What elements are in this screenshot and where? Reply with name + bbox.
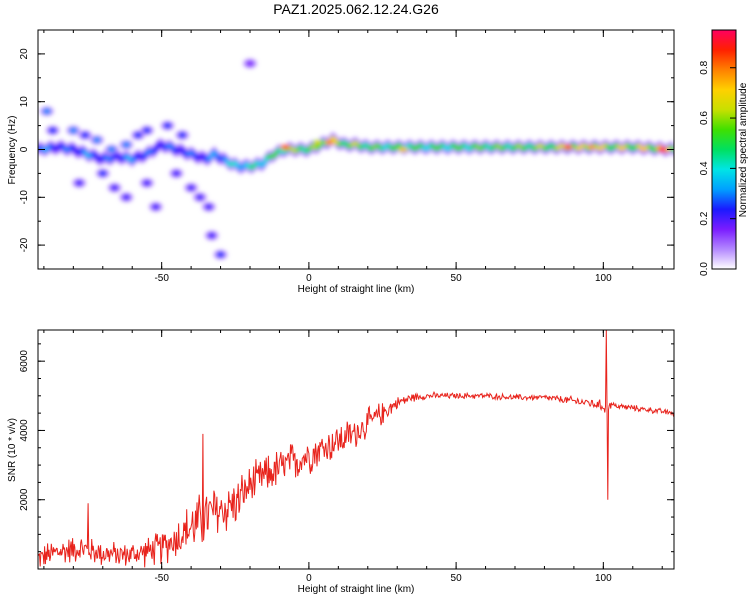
snr-panel: -50 0 50 100 2000 4000 6000 Height of straigh… xyxy=(7,329,675,595)
blob-core xyxy=(42,108,51,115)
x-tick-label: 50 xyxy=(451,273,463,284)
blob-core xyxy=(246,60,254,67)
blob-core xyxy=(163,122,172,129)
y-tick-label: -10 xyxy=(19,190,30,205)
x-tick-label: 0 xyxy=(306,573,312,584)
x-tick-label: 50 xyxy=(451,573,463,584)
spectrogram-y-ticks: 20 10 0 -10 -20 xyxy=(19,29,674,270)
snr-y-label: SNR (10 * v/v) xyxy=(7,418,18,482)
colorbar-tick-label: 0.6 xyxy=(699,111,710,125)
blob-core xyxy=(122,141,131,148)
x-tick-label: 100 xyxy=(595,573,612,584)
colorbar-label: Normalized spectral amplitude xyxy=(738,82,749,217)
colorbar-ticks: 0.0 0.2 0.4 0.6 0.8 xyxy=(699,60,736,276)
x-tick-label: -50 xyxy=(154,273,169,284)
snr-x-ticks: -50 0 50 100 xyxy=(43,330,663,584)
spectrogram-x-ticks: -50 0 50 100 xyxy=(43,30,663,284)
blob-core xyxy=(122,194,131,201)
blob-core xyxy=(204,203,213,210)
snr-plot-area xyxy=(38,330,674,569)
chart-title: PAZ1.2025.062.12.24.G26 xyxy=(273,1,439,17)
spectrogram-y-label: Frequency (Hz) xyxy=(7,116,18,185)
colorbar-tick-label: 0.2 xyxy=(699,211,710,225)
ridge-mark xyxy=(671,147,674,153)
y-tick-label: 20 xyxy=(19,48,30,60)
colorbar: 0.0 0.2 0.4 0.6 0.8 Normalized spectral ampl… xyxy=(699,29,749,276)
x-tick-label: 100 xyxy=(595,273,612,284)
blob-core xyxy=(151,203,160,210)
snr-x-label: Height of straight line (km) xyxy=(298,584,415,595)
y-tick-label: 0 xyxy=(19,146,30,152)
y-tick-label: 2000 xyxy=(19,488,30,511)
ridge-mark xyxy=(153,146,159,152)
hotspot xyxy=(400,147,407,152)
snr-frame xyxy=(37,329,675,570)
blob-core xyxy=(195,194,204,201)
y-tick-label: 4000 xyxy=(19,419,30,442)
blob-core xyxy=(107,146,116,153)
hotspot xyxy=(659,147,666,152)
colorbar-tick-label: 0.4 xyxy=(699,161,710,175)
y-tick-label: 6000 xyxy=(19,350,30,373)
hotspot xyxy=(314,140,321,144)
blob-core xyxy=(207,232,216,239)
colorbar-tick-label: 0.0 xyxy=(699,262,710,276)
y-tick-label: -20 xyxy=(19,237,30,252)
colorbar-tick-label: 0.8 xyxy=(699,60,710,74)
x-tick-label: 0 xyxy=(306,273,312,284)
blob-core xyxy=(172,170,181,177)
snr-line xyxy=(38,330,674,568)
blob-core xyxy=(92,136,101,143)
snr-y-ticks: 2000 4000 6000 xyxy=(19,343,674,570)
blob-core xyxy=(142,179,151,186)
hotspot xyxy=(326,140,333,144)
hotspot xyxy=(282,145,289,149)
blob-core xyxy=(178,132,187,139)
spectrogram-x-label: Height of straight line (km) xyxy=(298,284,415,295)
blob-core xyxy=(69,127,78,134)
x-tick-label: -50 xyxy=(154,573,169,584)
ridge-mark xyxy=(261,160,267,166)
blob-core xyxy=(75,179,84,186)
blob-core xyxy=(98,170,107,177)
blob-core xyxy=(48,127,57,134)
colorbar-bar xyxy=(711,29,737,270)
hotspot xyxy=(565,145,571,149)
blob-core xyxy=(142,127,151,134)
blob-core xyxy=(81,132,90,139)
hotspot xyxy=(588,145,595,149)
blob-core xyxy=(216,251,225,258)
spectrogram-heatmap xyxy=(38,58,674,260)
blob-core xyxy=(110,184,119,191)
blob-core xyxy=(187,184,196,191)
blob-core xyxy=(134,132,143,139)
y-tick-label: 10 xyxy=(19,96,30,108)
snr-series xyxy=(38,330,674,568)
